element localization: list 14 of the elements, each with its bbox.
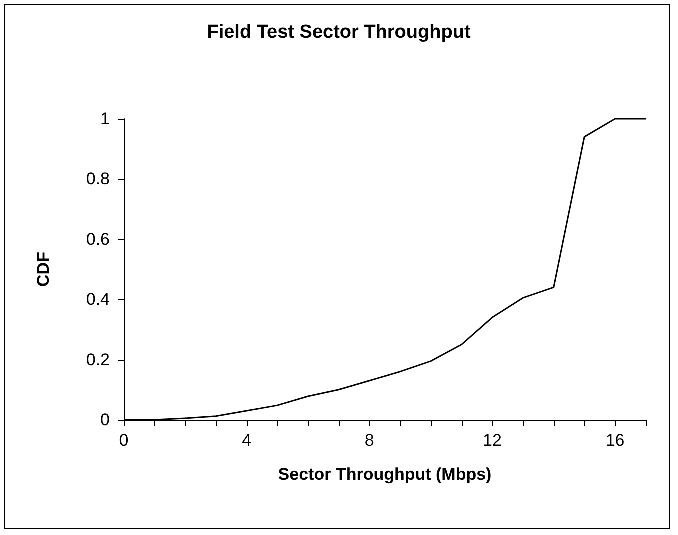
x-tick-label: 12 <box>483 431 502 450</box>
x-tick-label: 0 <box>119 431 129 450</box>
y-tick-label: 0 <box>100 410 110 430</box>
chart-title: Field Test Sector Throughput <box>207 22 472 43</box>
x-tick-label: 4 <box>242 431 252 450</box>
y-tick-label: 0.2 <box>86 350 110 370</box>
y-tick-label: 0.6 <box>86 230 110 249</box>
x-tick-label: 8 <box>364 431 374 450</box>
x-tick-label: 16 <box>606 431 625 450</box>
y-tick-label: 1 <box>100 110 110 128</box>
y-tick-label: 0.8 <box>86 170 110 189</box>
y-axis-title: CDF <box>34 252 53 287</box>
x-axis-title: Sector Throughput (Mbps) <box>278 465 492 484</box>
y-tick-label: 0.4 <box>86 290 110 310</box>
